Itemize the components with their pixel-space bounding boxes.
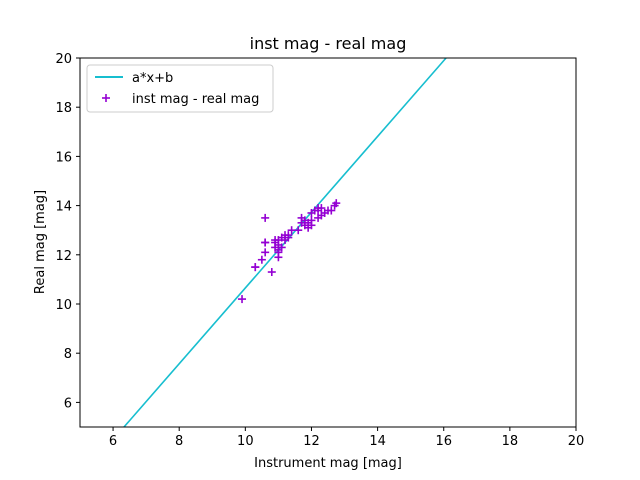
chart-title: inst mag - real mag <box>250 34 407 53</box>
x-axis-ticks: 6 8 10 12 14 16 18 20 <box>109 427 584 449</box>
scatter-point <box>261 248 270 257</box>
plot-area <box>79 57 577 428</box>
legend-label-scatter: inst mag - real mag <box>132 92 259 107</box>
scatter-point <box>267 268 276 277</box>
y-tick-label: 14 <box>55 200 72 215</box>
x-tick-label: 16 <box>435 434 452 449</box>
legend: a*x+b inst mag - real mag <box>86 64 274 113</box>
y-tick-label: 18 <box>55 101 72 116</box>
scatter-point <box>261 238 270 247</box>
x-tick-label: 18 <box>502 434 519 449</box>
x-tick-label: 14 <box>369 434 386 449</box>
legend-marker-swatch <box>102 94 110 102</box>
scatter-point <box>307 216 316 225</box>
y-tick-label: 8 <box>64 347 72 362</box>
x-tick-label: 10 <box>237 434 254 449</box>
scatter-point <box>332 199 341 208</box>
scatter-point <box>238 295 247 304</box>
scatter-point <box>294 226 303 235</box>
y-tick-label: 12 <box>55 249 72 264</box>
x-tick-label: 6 <box>109 434 117 449</box>
scatter-point <box>284 231 293 240</box>
y-tick-label: 6 <box>64 396 72 411</box>
scatter-point <box>277 243 286 252</box>
axes-frame <box>79 57 577 428</box>
x-tick-label: 12 <box>303 434 320 449</box>
scatter-point <box>327 206 336 215</box>
scatter-point <box>257 255 266 264</box>
x-axis-label: Instrument mag [mag] <box>254 456 402 471</box>
scatter-point <box>261 213 270 222</box>
x-tick-label: 20 <box>568 434 585 449</box>
y-tick-label: 16 <box>55 150 72 165</box>
y-axis-ticks: 6 8 10 12 14 16 18 20 <box>55 52 80 411</box>
y-tick-label: 10 <box>55 298 72 313</box>
scatter-point <box>317 204 326 213</box>
series-layer <box>123 57 447 428</box>
x-tick-label: 8 <box>175 434 183 449</box>
scatter-point <box>251 263 260 272</box>
legend-box <box>86 64 274 113</box>
legend-label-fit-line: a*x+b <box>132 71 173 86</box>
y-tick-label: 20 <box>55 52 72 67</box>
y-axis-label: Real mag [mag] <box>33 190 48 294</box>
